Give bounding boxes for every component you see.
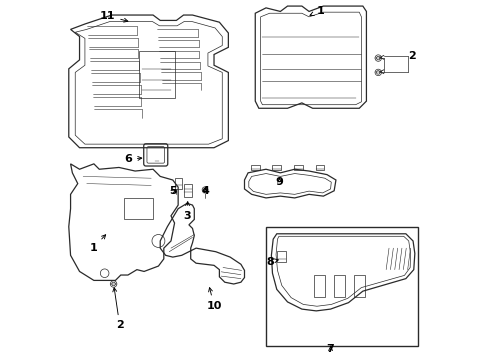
Bar (353, 275, 364, 297)
Bar (139, 51, 174, 98)
Text: 11: 11 (100, 11, 128, 22)
Bar (250, 165, 259, 170)
Text: 2: 2 (407, 51, 415, 61)
Bar (293, 165, 302, 170)
Text: 2: 2 (113, 288, 123, 330)
Text: 4: 4 (202, 186, 209, 197)
Bar (272, 165, 281, 170)
Text: 1: 1 (309, 6, 324, 16)
Text: 5: 5 (169, 186, 176, 197)
Bar (174, 178, 182, 189)
Text: 6: 6 (124, 154, 142, 164)
Bar (265, 227, 418, 346)
Bar (333, 275, 344, 297)
Text: 9: 9 (275, 177, 283, 187)
Bar (314, 275, 325, 297)
Bar (124, 198, 153, 220)
Text: 3: 3 (183, 202, 190, 221)
Text: 10: 10 (206, 288, 221, 311)
Bar (276, 251, 285, 262)
Bar (183, 184, 192, 197)
Text: 8: 8 (266, 257, 278, 267)
Bar (315, 165, 324, 170)
Text: 7: 7 (326, 344, 334, 354)
Text: 1: 1 (89, 235, 105, 253)
